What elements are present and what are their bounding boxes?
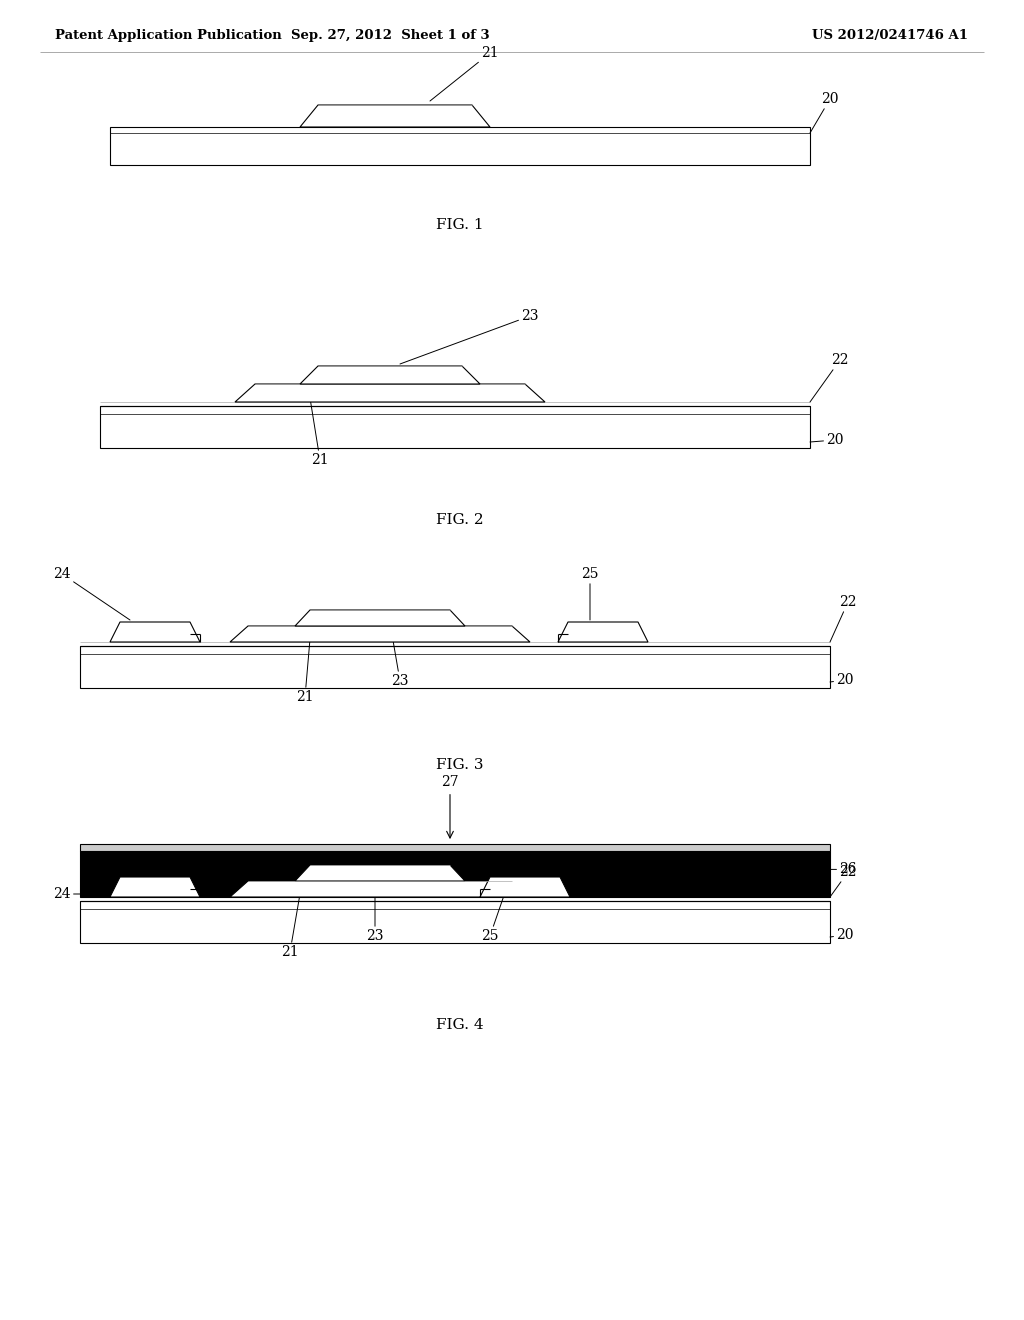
Text: 21: 21	[310, 399, 329, 467]
Text: Patent Application Publication: Patent Application Publication	[55, 29, 282, 41]
Text: 20: 20	[830, 673, 854, 686]
Polygon shape	[295, 865, 465, 880]
Bar	[80, 902, 830, 942]
Polygon shape	[230, 880, 530, 898]
Polygon shape	[230, 626, 530, 642]
Text: FIG. 2: FIG. 2	[436, 513, 483, 527]
Text: 20: 20	[810, 92, 839, 133]
Polygon shape	[558, 622, 648, 642]
Polygon shape	[480, 876, 570, 898]
Polygon shape	[295, 865, 465, 880]
Polygon shape	[110, 876, 200, 898]
Text: 27: 27	[441, 775, 459, 838]
Text: 26: 26	[830, 862, 857, 876]
Polygon shape	[480, 876, 570, 898]
Polygon shape	[300, 106, 490, 127]
Text: Sep. 27, 2012  Sheet 1 of 3: Sep. 27, 2012 Sheet 1 of 3	[291, 29, 489, 41]
Text: 20: 20	[830, 928, 854, 942]
Text: 25: 25	[582, 568, 599, 620]
Text: 24: 24	[53, 887, 82, 902]
Polygon shape	[110, 622, 200, 642]
Text: 24: 24	[53, 568, 130, 620]
Text: FIG. 1: FIG. 1	[436, 218, 483, 232]
Text: 21: 21	[296, 639, 313, 704]
Text: 22: 22	[830, 865, 857, 898]
Text: 22: 22	[830, 595, 857, 642]
Text: 21: 21	[430, 46, 499, 102]
Text: FIG. 4: FIG. 4	[436, 1018, 483, 1032]
Polygon shape	[234, 384, 545, 403]
Bar	[80, 843, 830, 851]
Bar	[80, 851, 830, 898]
Polygon shape	[300, 366, 480, 384]
Text: 25: 25	[481, 878, 510, 942]
Text: 23: 23	[367, 878, 384, 942]
Text: 22: 22	[810, 352, 849, 403]
Text: 23: 23	[390, 623, 409, 688]
Polygon shape	[110, 876, 200, 898]
Polygon shape	[295, 610, 465, 626]
Text: 20: 20	[810, 433, 844, 447]
Text: US 2012/0241746 A1: US 2012/0241746 A1	[812, 29, 968, 41]
Bar	[100, 407, 810, 447]
Bar	[80, 645, 830, 688]
Bar	[110, 127, 810, 165]
Text: 23: 23	[400, 309, 539, 364]
Text: FIG. 3: FIG. 3	[436, 758, 483, 772]
Polygon shape	[230, 880, 530, 898]
Text: 21: 21	[282, 894, 300, 960]
